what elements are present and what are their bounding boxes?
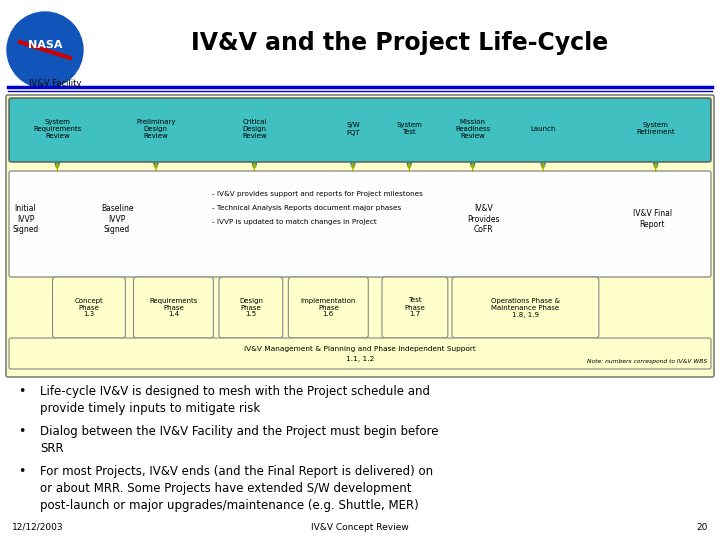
Text: Note: numbers correspond to IV&V WBS: Note: numbers correspond to IV&V WBS	[587, 359, 707, 364]
Text: Design
Phase
1.5: Design Phase 1.5	[239, 298, 263, 318]
Text: Preliminary
Design
Review: Preliminary Design Review	[136, 119, 176, 139]
Text: Concept
Phase
1.3: Concept Phase 1.3	[75, 298, 104, 318]
Text: IV&V Facility: IV&V Facility	[29, 78, 81, 87]
Text: Initial
IVVP
Signed: Initial IVVP Signed	[12, 204, 39, 234]
Text: - IV&V provides support and reports for Project milestones: - IV&V provides support and reports for …	[212, 191, 423, 197]
Text: Life-cycle IV&V is designed to mesh with the Project schedule and
provide timely: Life-cycle IV&V is designed to mesh with…	[40, 385, 430, 415]
Text: Critical
Design
Review: Critical Design Review	[242, 119, 267, 139]
Text: System
Test: System Test	[396, 123, 422, 136]
Text: IV&V
Provides
CoFR: IV&V Provides CoFR	[467, 204, 500, 234]
Text: 12/12/2003: 12/12/2003	[12, 523, 63, 532]
Text: System
Requirements
Review: System Requirements Review	[33, 119, 81, 139]
Text: For most Projects, IV&V ends (and the Final Report is delivered) on
or about MRR: For most Projects, IV&V ends (and the Fi…	[40, 465, 433, 512]
Text: •: •	[18, 385, 25, 398]
FancyBboxPatch shape	[133, 277, 213, 338]
Text: - IVVP is updated to match changes in Project: - IVVP is updated to match changes in Pr…	[212, 219, 377, 225]
Text: Implementation
Phase
1.6: Implementation Phase 1.6	[301, 298, 356, 318]
FancyBboxPatch shape	[452, 277, 599, 338]
FancyBboxPatch shape	[382, 277, 448, 338]
Text: Mission
Readiness
Review: Mission Readiness Review	[455, 119, 490, 139]
FancyBboxPatch shape	[288, 277, 369, 338]
Text: NASA: NASA	[28, 40, 62, 50]
Text: IV&V and the Project Life-Cycle: IV&V and the Project Life-Cycle	[192, 31, 608, 55]
Text: •: •	[18, 425, 25, 438]
FancyBboxPatch shape	[53, 277, 125, 338]
Text: System
Retirement: System Retirement	[636, 123, 675, 136]
Text: IV&V Management & Planning and Phase Independent Support: IV&V Management & Planning and Phase Ind…	[244, 346, 476, 352]
Text: S/W
FQT: S/W FQT	[346, 123, 360, 136]
Text: •: •	[18, 465, 25, 478]
FancyBboxPatch shape	[6, 95, 714, 377]
FancyBboxPatch shape	[219, 277, 283, 338]
Text: 1.1, 1.2: 1.1, 1.2	[346, 355, 374, 361]
Text: Operations Phase &
Maintenance Phase
1.8, 1.9: Operations Phase & Maintenance Phase 1.8…	[491, 298, 560, 318]
Ellipse shape	[7, 12, 83, 88]
Text: IV&V Concept Review: IV&V Concept Review	[311, 523, 409, 532]
Text: Requirements
Phase
1.4: Requirements Phase 1.4	[149, 298, 197, 318]
FancyBboxPatch shape	[9, 171, 711, 277]
FancyBboxPatch shape	[9, 338, 711, 369]
Text: Baseline
IVVP
Signed: Baseline IVVP Signed	[101, 204, 133, 234]
Text: 20: 20	[697, 523, 708, 532]
Text: IV&V Final
Report: IV&V Final Report	[633, 210, 672, 229]
Text: Launch: Launch	[531, 126, 556, 132]
FancyBboxPatch shape	[9, 98, 711, 162]
Text: Dialog between the IV&V Facility and the Project must begin before
SRR: Dialog between the IV&V Facility and the…	[40, 425, 438, 455]
Text: - Technical Analysis Reports document major phases: - Technical Analysis Reports document ma…	[212, 205, 402, 211]
Text: Test
Phase
1.7: Test Phase 1.7	[405, 298, 426, 318]
